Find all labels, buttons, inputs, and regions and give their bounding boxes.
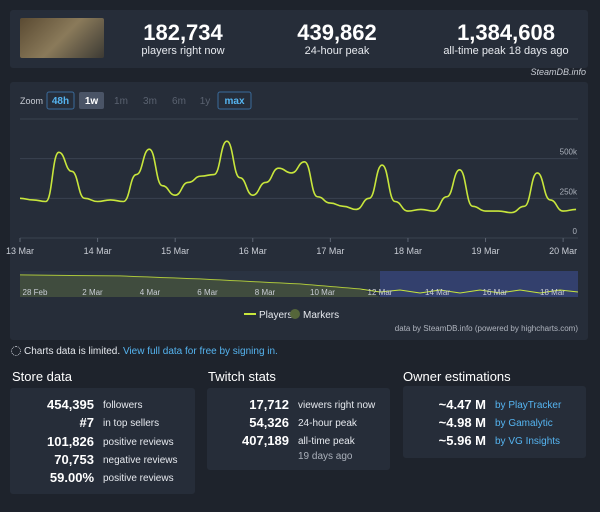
owners-card — [403, 386, 586, 458]
notice: Charts data is limited. View full data f… — [24, 346, 278, 357]
game-thumbnail — [20, 18, 104, 58]
stat-value: 439,862 — [297, 20, 377, 45]
players-line — [19, 140, 577, 214]
x-tick-label: 20 Mar — [549, 246, 577, 256]
stat-label: 24-hour peak — [304, 45, 370, 57]
zoom-button[interactable]: 3m — [143, 96, 157, 107]
store-label: in top sellers — [103, 418, 160, 430]
owners-label[interactable]: by PlayTracker — [495, 400, 562, 411]
navigator-label: 18 Mar — [540, 288, 565, 297]
legend-players[interactable]: Players — [259, 310, 292, 321]
chart: Zoom 48h 1w 1m 3m 6m 1y max 0 250k 500k 13 Mar 14 … — [6, 91, 579, 333]
notice-icon — [11, 346, 21, 356]
zoom-button[interactable]: 1y — [200, 96, 211, 107]
twitch-label: 24-hour peak — [298, 418, 357, 429]
zoom-button[interactable]: 1m — [114, 96, 128, 107]
zoom-button-bg[interactable] — [217, 91, 252, 110]
owners-label[interactable]: by Gamalytic — [495, 418, 553, 429]
x-tick-label: 19 Mar — [472, 246, 500, 256]
stat-value: 1,384,608 — [457, 20, 555, 45]
twitch-label: all-time peak — [298, 436, 355, 447]
store-label: negative reviews — [103, 454, 178, 466]
navigator-label: 28 Feb — [23, 288, 48, 297]
store-value: 59.00% — [49, 470, 94, 486]
sign-in-link[interactable]: View full data for free by signing in. — [122, 346, 278, 357]
navigator-label: 12 Mar — [368, 288, 393, 297]
zoom-button[interactable]: max — [224, 96, 244, 107]
x-tick-label: 16 Mar — [239, 246, 267, 256]
twitch-value: 17,712 — [249, 397, 289, 412]
x-tick-label: 14 Mar — [84, 246, 112, 256]
owners-label[interactable]: by VG Insights — [495, 436, 561, 447]
zoom-button[interactable]: 48h — [52, 96, 69, 107]
navigator-label: 2 Mar — [82, 288, 103, 297]
twitch-value: 54,326 — [249, 415, 289, 430]
zoom-button[interactable]: 6m — [172, 96, 186, 107]
twitch-value: 407,189 — [242, 433, 289, 448]
y-tick-label: 250k — [560, 187, 578, 196]
store-label: positive reviews — [103, 473, 174, 485]
y-tick-label: 500k — [560, 148, 578, 157]
stat-value: 182,734 — [143, 20, 223, 45]
x-tick-label: 13 Mar — [6, 246, 34, 256]
stat-label: all-time peak 18 days ago — [443, 45, 569, 57]
stat-label: players right now — [141, 45, 225, 57]
x-tick-label: 17 Mar — [316, 246, 344, 256]
twitch-note: 19 days ago — [298, 451, 353, 462]
store-card — [10, 388, 195, 494]
y-tick-label: 0 — [573, 227, 578, 236]
header-card — [10, 10, 588, 68]
twitch-title: Twitch stats — [208, 369, 276, 384]
navigator-area — [20, 275, 380, 297]
navigator-label: 8 Mar — [255, 288, 276, 297]
legend-markers-swatch — [290, 309, 300, 319]
x-tick-label: 18 Mar — [394, 246, 422, 256]
zoom-button-bg[interactable] — [79, 92, 104, 109]
store-value: #7 — [79, 415, 94, 431]
navigator-label: 6 Mar — [197, 288, 218, 297]
store-value: 101,826 — [47, 433, 94, 449]
store-label: positive reviews — [103, 436, 174, 448]
zoom-button-bg[interactable] — [46, 91, 75, 110]
navigator-label: 4 Mar — [140, 288, 161, 297]
legend-markers[interactable]: Markers — [303, 310, 339, 321]
owners-value: ~4.98 M — [438, 415, 486, 430]
twitch-label: viewers right now — [298, 400, 376, 411]
navigator-label: 14 Mar — [425, 288, 450, 297]
twitch-card — [207, 388, 390, 470]
credit: data by SteamDB.info (powered by highcha… — [395, 324, 579, 333]
navigator-label: 16 Mar — [483, 288, 508, 297]
store-title: Store data — [12, 369, 72, 384]
owners-value: ~4.47 M — [438, 397, 486, 412]
x-tick-label: 15 Mar — [161, 246, 189, 256]
notice-text: Charts data is limited. — [24, 346, 121, 357]
brand: SteamDB.info — [530, 67, 586, 77]
owners-title: Owner estimations — [403, 369, 511, 384]
store-label: followers — [103, 400, 143, 411]
zoom-label: Zoom — [20, 96, 43, 106]
store-value: 454,395 — [47, 397, 94, 412]
owners-value: ~5.96 M — [438, 433, 486, 448]
store-value: 70,753 — [54, 451, 94, 467]
navigator-label: 10 Mar — [310, 288, 335, 297]
zoom-button[interactable]: 1w — [85, 96, 99, 107]
